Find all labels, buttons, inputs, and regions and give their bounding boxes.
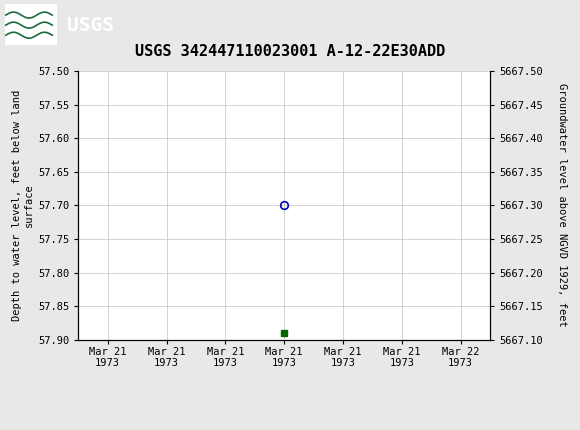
FancyBboxPatch shape [5,4,57,45]
Y-axis label: Groundwater level above NGVD 1929, feet: Groundwater level above NGVD 1929, feet [557,83,567,327]
Text: USGS 342447110023001 A-12-22E30ADD: USGS 342447110023001 A-12-22E30ADD [135,44,445,59]
Text: USGS: USGS [67,15,114,35]
Y-axis label: Depth to water level, feet below land
surface: Depth to water level, feet below land su… [12,90,34,321]
